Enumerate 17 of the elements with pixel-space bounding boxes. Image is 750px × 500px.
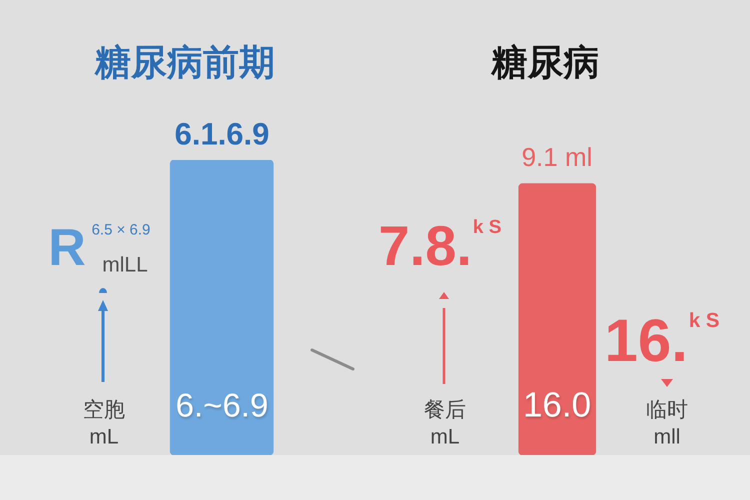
annotation: 餐后 (424, 398, 466, 422)
text: 6.1.6.9 (174, 116, 270, 152)
annotation: 临时 (646, 398, 688, 422)
x-tick-label: 糖尿病前期 (94, 42, 275, 84)
annotation: mlLL (102, 254, 148, 276)
x-tick-label: 糖尿病 (490, 42, 600, 84)
annotation: 6.5 × 6.9 (92, 222, 150, 238)
annotation: mL (430, 426, 460, 448)
annotation: 7.8.$^{k S}$ (378, 214, 502, 277)
annotation: 16.$^{k S}$ (604, 307, 720, 374)
annotation: R (48, 219, 86, 277)
annotation: mll (654, 426, 680, 448)
annotation: 16.0 (522, 386, 592, 424)
annotation: mL (89, 426, 119, 448)
annotation: 6.~6.9 (176, 386, 268, 424)
annotation: 空胞 (83, 398, 125, 422)
annotation: 9.1 ml (522, 142, 592, 172)
